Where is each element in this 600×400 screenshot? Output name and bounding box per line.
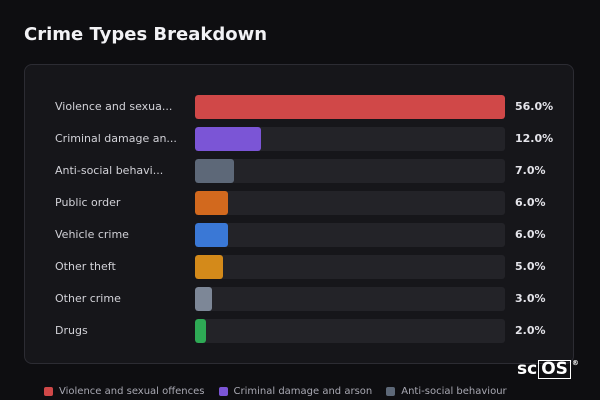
bar-row: Anti-social behavi... 7.0% [25,159,575,183]
bar-row: Other crime 3.0% [25,287,575,311]
bar-row: Violence and sexua... 56.0% [25,95,575,119]
bar-row: Vehicle crime 6.0% [25,223,575,247]
bar-track [195,223,505,247]
legend-label: Violence and sexual offences [59,386,205,397]
value-label: 5.0% [515,260,546,273]
value-label: 56.0% [515,100,554,113]
bar [195,95,505,119]
bar [195,159,234,183]
bar-row: Other theft 5.0% [25,255,575,279]
value-label: 12.0% [515,132,554,145]
bar-track [195,287,505,311]
bar-track [195,95,505,119]
value-label: 3.0% [515,292,546,305]
bar [195,255,223,279]
chart-panel: Violence and sexua... 56.0% Criminal damag… [24,64,574,364]
scos-logo: sc OS ® [517,358,579,379]
legend-entry: Violence and sexual offences [44,386,205,397]
category-label: Drugs [55,324,88,337]
bar [195,223,228,247]
category-label: Violence and sexua... [55,100,173,113]
bar-track [195,127,505,151]
bar [195,319,206,343]
page-title: Crime Types Breakdown [24,24,268,45]
legend-label: Anti-social behaviour [401,386,507,397]
category-label: Other theft [55,260,116,273]
category-label: Vehicle crime [55,228,129,241]
bar-track [195,255,505,279]
legend-swatch [44,387,53,396]
value-label: 6.0% [515,228,546,241]
value-label: 6.0% [515,196,546,209]
legend-entry: Anti-social behaviour [386,386,507,397]
category-label: Anti-social behavi... [55,164,164,177]
chart-legend: Violence and sexual offences Criminal dam… [44,386,507,397]
bar-row: Public order 6.0% [25,191,575,215]
category-label: Public order [55,196,121,209]
bar-track [195,191,505,215]
category-label: Criminal damage an... [55,132,177,145]
legend-swatch [218,387,228,396]
bar [195,191,228,215]
bar-row: Drugs 2.0% [25,319,575,343]
value-label: 2.0% [515,324,546,337]
value-label: 7.0% [515,164,546,177]
bar-track [195,159,505,183]
bar-track [195,319,505,343]
bar [195,127,261,151]
legend-swatch [386,387,396,396]
legend-label: Criminal damage and arson [233,386,373,397]
legend-entry: Criminal damage and arson [218,386,373,397]
bar-row: Criminal damage an... 12.0% [25,127,575,151]
bar [195,287,212,311]
category-label: Other crime [55,292,121,305]
